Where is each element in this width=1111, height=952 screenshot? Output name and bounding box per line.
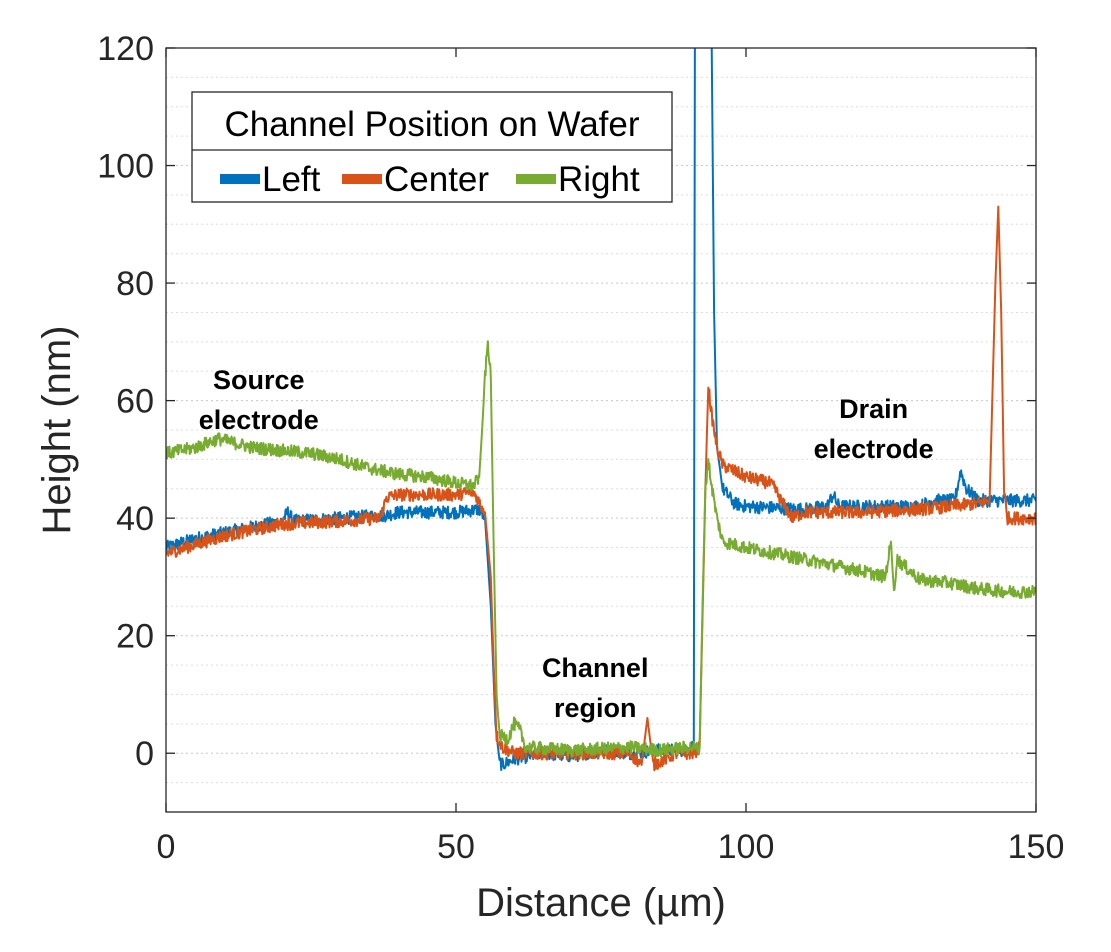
x-tick-label: 0 <box>157 828 176 866</box>
axes-box <box>165 47 1037 813</box>
y-axis-label: Height (nm) <box>35 326 79 535</box>
legend-box <box>191 91 673 203</box>
legend-entries: Left Center Right <box>220 160 640 199</box>
y-tick-label: 20 <box>116 618 154 656</box>
annotation-label: Channel <box>542 653 649 683</box>
legend-title: Channel Position on Wafer <box>224 105 639 144</box>
series-line-center <box>166 205 1036 772</box>
ticks: 0 20 40 60 80 100 120 0 50 100 150 <box>97 30 1064 866</box>
y-tick-label: 0 <box>135 735 154 773</box>
x-axis-label: Distance (µm) <box>476 881 726 925</box>
y-tick-label: 60 <box>116 383 154 421</box>
y-tick-label: 40 <box>116 500 154 538</box>
legend-entry-right: Right <box>558 160 640 199</box>
x-tick-label: 150 <box>1008 828 1065 866</box>
annotation-label: region <box>554 693 637 723</box>
annotation-label: electrode <box>814 434 934 464</box>
plot-area <box>166 48 1036 772</box>
x-tick-label: 100 <box>718 828 775 866</box>
y-tick-label: 100 <box>97 148 154 186</box>
legend: Channel Position on Wafer Left Center Righ… <box>191 91 673 203</box>
annotations: Source electrode Channel region Drain electro… <box>199 365 934 723</box>
legend-entry-left: Left <box>262 160 321 199</box>
y-tick-label: 120 <box>97 30 154 68</box>
y-tick-label: 80 <box>116 265 154 303</box>
annotation-label: Source <box>213 365 305 395</box>
series-line-right <box>166 340 1036 758</box>
annotation-label: Drain <box>839 394 908 424</box>
series-layer <box>166 48 1036 772</box>
annotation-label: electrode <box>199 405 319 435</box>
legend-entry-center: Center <box>384 160 489 199</box>
x-tick-label: 50 <box>437 828 475 866</box>
